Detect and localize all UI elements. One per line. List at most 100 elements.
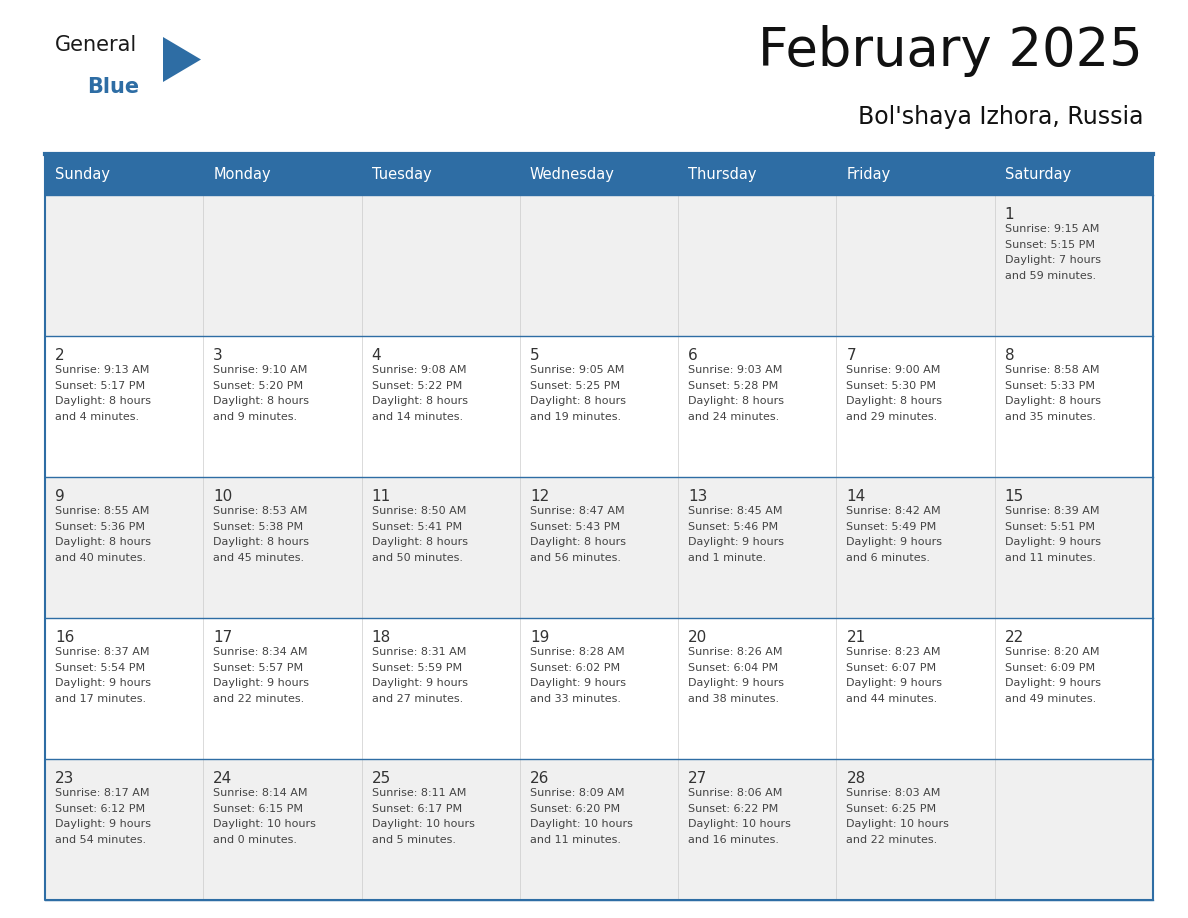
Text: and 56 minutes.: and 56 minutes. <box>530 553 621 563</box>
Text: 9: 9 <box>55 489 65 504</box>
Bar <box>203 336 361 477</box>
Bar <box>45 195 203 336</box>
Text: 20: 20 <box>688 630 707 645</box>
Text: Sunrise: 8:14 AM: Sunrise: 8:14 AM <box>214 788 308 798</box>
Text: 25: 25 <box>372 771 391 786</box>
Text: Daylight: 9 hours: Daylight: 9 hours <box>846 537 942 547</box>
Text: and 9 minutes.: and 9 minutes. <box>214 411 297 421</box>
Bar <box>836 336 994 477</box>
Bar <box>520 759 678 900</box>
Bar <box>520 336 678 477</box>
Text: Sunrise: 8:23 AM: Sunrise: 8:23 AM <box>846 647 941 657</box>
Text: Daylight: 8 hours: Daylight: 8 hours <box>55 537 151 547</box>
Bar <box>203 195 361 336</box>
Text: Sunrise: 9:10 AM: Sunrise: 9:10 AM <box>214 365 308 375</box>
Text: Sunset: 5:57 PM: Sunset: 5:57 PM <box>214 663 303 673</box>
Text: 4: 4 <box>372 348 381 363</box>
Text: Sunset: 5:38 PM: Sunset: 5:38 PM <box>214 521 303 532</box>
Text: Daylight: 9 hours: Daylight: 9 hours <box>55 819 151 829</box>
Text: Sunrise: 8:09 AM: Sunrise: 8:09 AM <box>530 788 625 798</box>
Text: Sunrise: 8:31 AM: Sunrise: 8:31 AM <box>372 647 466 657</box>
Text: and 29 minutes.: and 29 minutes. <box>846 411 937 421</box>
Bar <box>45 477 203 618</box>
Text: Daylight: 8 hours: Daylight: 8 hours <box>214 537 309 547</box>
Text: 27: 27 <box>688 771 707 786</box>
Text: Sunset: 5:25 PM: Sunset: 5:25 PM <box>530 381 620 390</box>
Bar <box>45 759 203 900</box>
Bar <box>678 195 836 336</box>
Text: 12: 12 <box>530 489 549 504</box>
Bar <box>203 759 361 900</box>
Bar <box>361 195 520 336</box>
Text: 14: 14 <box>846 489 866 504</box>
Text: Sunrise: 8:20 AM: Sunrise: 8:20 AM <box>1005 647 1099 657</box>
Text: Daylight: 7 hours: Daylight: 7 hours <box>1005 255 1101 265</box>
Bar <box>45 336 203 477</box>
Text: Sunset: 6:17 PM: Sunset: 6:17 PM <box>372 803 462 813</box>
Text: Sunrise: 9:15 AM: Sunrise: 9:15 AM <box>1005 224 1099 234</box>
Text: Sunset: 6:15 PM: Sunset: 6:15 PM <box>214 803 303 813</box>
Text: Sunrise: 8:53 AM: Sunrise: 8:53 AM <box>214 506 308 516</box>
Text: Sunset: 6:04 PM: Sunset: 6:04 PM <box>688 663 778 673</box>
Text: Daylight: 8 hours: Daylight: 8 hours <box>530 537 626 547</box>
Text: Sunrise: 8:34 AM: Sunrise: 8:34 AM <box>214 647 308 657</box>
Text: Daylight: 10 hours: Daylight: 10 hours <box>214 819 316 829</box>
Text: Sunset: 5:59 PM: Sunset: 5:59 PM <box>372 663 462 673</box>
Bar <box>520 195 678 336</box>
Bar <box>678 336 836 477</box>
Text: Sunset: 6:12 PM: Sunset: 6:12 PM <box>55 803 145 813</box>
Text: and 44 minutes.: and 44 minutes. <box>846 694 937 703</box>
Text: 26: 26 <box>530 771 549 786</box>
Text: Sunset: 5:54 PM: Sunset: 5:54 PM <box>55 663 145 673</box>
Text: Sunset: 6:07 PM: Sunset: 6:07 PM <box>846 663 936 673</box>
Text: 5: 5 <box>530 348 539 363</box>
Polygon shape <box>163 37 201 82</box>
Text: Sunset: 5:51 PM: Sunset: 5:51 PM <box>1005 521 1094 532</box>
Text: Sunrise: 8:47 AM: Sunrise: 8:47 AM <box>530 506 625 516</box>
Bar <box>994 618 1154 759</box>
Text: 19: 19 <box>530 630 549 645</box>
Text: Daylight: 8 hours: Daylight: 8 hours <box>214 396 309 406</box>
Text: 1: 1 <box>1005 207 1015 222</box>
Text: Sunset: 5:33 PM: Sunset: 5:33 PM <box>1005 381 1094 390</box>
Text: 16: 16 <box>55 630 75 645</box>
Text: and 11 minutes.: and 11 minutes. <box>530 834 621 845</box>
Bar <box>678 618 836 759</box>
Text: Daylight: 9 hours: Daylight: 9 hours <box>688 537 784 547</box>
Text: Sunset: 6:20 PM: Sunset: 6:20 PM <box>530 803 620 813</box>
Text: and 35 minutes.: and 35 minutes. <box>1005 411 1095 421</box>
Bar <box>520 618 678 759</box>
Text: Daylight: 9 hours: Daylight: 9 hours <box>372 678 468 688</box>
Text: Sunset: 5:22 PM: Sunset: 5:22 PM <box>372 381 462 390</box>
Text: Sunrise: 9:03 AM: Sunrise: 9:03 AM <box>688 365 783 375</box>
Text: Sunrise: 8:03 AM: Sunrise: 8:03 AM <box>846 788 941 798</box>
Bar <box>45 155 1154 195</box>
Text: Sunset: 5:36 PM: Sunset: 5:36 PM <box>55 521 145 532</box>
Text: Daylight: 8 hours: Daylight: 8 hours <box>55 396 151 406</box>
Text: 17: 17 <box>214 630 233 645</box>
Bar <box>836 477 994 618</box>
Text: 7: 7 <box>846 348 857 363</box>
Text: 11: 11 <box>372 489 391 504</box>
Text: Daylight: 8 hours: Daylight: 8 hours <box>1005 396 1101 406</box>
Text: and 16 minutes.: and 16 minutes. <box>688 834 779 845</box>
Text: Sunset: 5:41 PM: Sunset: 5:41 PM <box>372 521 462 532</box>
Text: Sunset: 5:15 PM: Sunset: 5:15 PM <box>1005 240 1094 250</box>
Text: and 33 minutes.: and 33 minutes. <box>530 694 621 703</box>
Text: Sunrise: 9:00 AM: Sunrise: 9:00 AM <box>846 365 941 375</box>
Text: 10: 10 <box>214 489 233 504</box>
Text: Daylight: 10 hours: Daylight: 10 hours <box>530 819 633 829</box>
Text: 22: 22 <box>1005 630 1024 645</box>
Text: and 22 minutes.: and 22 minutes. <box>214 694 304 703</box>
Text: Sunrise: 8:55 AM: Sunrise: 8:55 AM <box>55 506 150 516</box>
Bar <box>520 477 678 618</box>
Text: and 49 minutes.: and 49 minutes. <box>1005 694 1097 703</box>
Text: Sunrise: 8:11 AM: Sunrise: 8:11 AM <box>372 788 466 798</box>
Text: 23: 23 <box>55 771 75 786</box>
Text: 13: 13 <box>688 489 708 504</box>
Text: 3: 3 <box>214 348 223 363</box>
Text: and 14 minutes.: and 14 minutes. <box>372 411 462 421</box>
Text: General: General <box>55 35 138 55</box>
Text: Sunrise: 8:39 AM: Sunrise: 8:39 AM <box>1005 506 1099 516</box>
Bar <box>836 618 994 759</box>
